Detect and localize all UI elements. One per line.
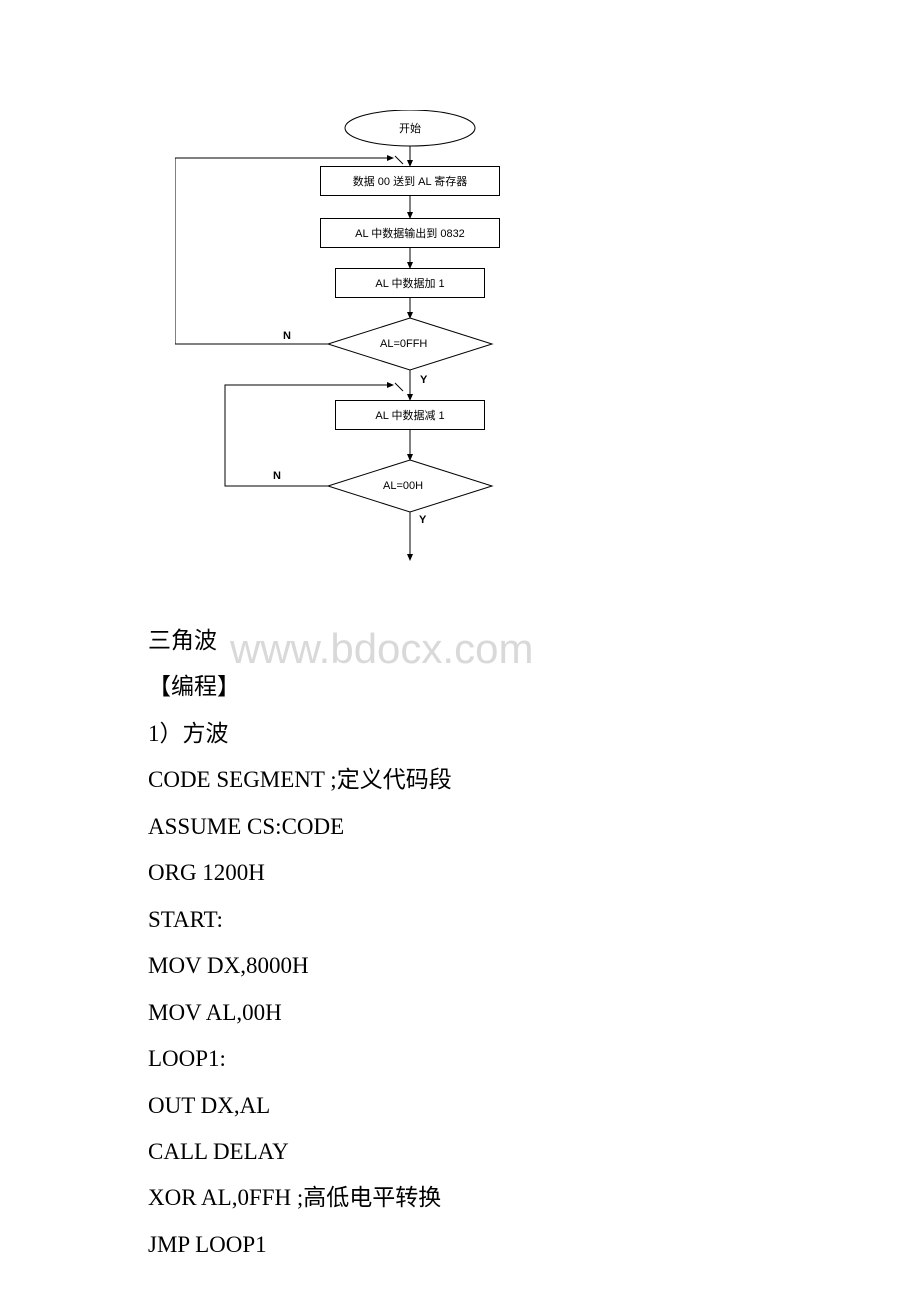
code-line: CALL DELAY	[148, 1129, 452, 1175]
code-line: ASSUME CS:CODE	[148, 804, 452, 850]
fc-decision-1-label: AL=0FFH	[380, 338, 427, 350]
code-line: START:	[148, 897, 452, 943]
code-line: ORG 1200H	[148, 850, 452, 896]
fc-process-2: AL 中数据输出到 0832	[320, 218, 500, 248]
code-line: JMP LOOP1	[148, 1222, 452, 1268]
subtitle: 三角波	[148, 618, 452, 664]
section-heading: 【编程】	[148, 664, 452, 710]
fc-process-4: AL 中数据减 1	[335, 400, 485, 430]
fc-process-1: 数据 00 送到 AL 寄存器	[320, 166, 500, 196]
code-line: OUT DX,AL	[148, 1083, 452, 1129]
code-line: CODE SEGMENT ;定义代码段	[148, 757, 452, 803]
fc-label-y2: Y	[419, 514, 426, 526]
fc-process-3: AL 中数据加 1	[335, 268, 485, 298]
code-line: MOV AL,00H	[148, 990, 452, 1036]
code-line: MOV DX,8000H	[148, 943, 452, 989]
code-line: XOR AL,0FFH ;高低电平转换	[148, 1175, 452, 1221]
item-heading: 1）方波	[148, 711, 452, 757]
fc-label-y1: Y	[420, 374, 427, 386]
flowchart: 开始 数据 00 送到 AL 寄存器 AL 中数据输出到 0832 AL 中数据…	[175, 110, 575, 600]
document-text: 三角波 【编程】 1）方波 CODE SEGMENT ;定义代码段 ASSUME…	[148, 618, 452, 1268]
code-line: LOOP1:	[148, 1036, 452, 1082]
fc-decision-2-label: AL=00H	[383, 480, 423, 492]
fc-label-n1: N	[283, 330, 291, 342]
fc-start-label: 开始	[345, 110, 475, 146]
fc-label-n2: N	[273, 470, 281, 482]
